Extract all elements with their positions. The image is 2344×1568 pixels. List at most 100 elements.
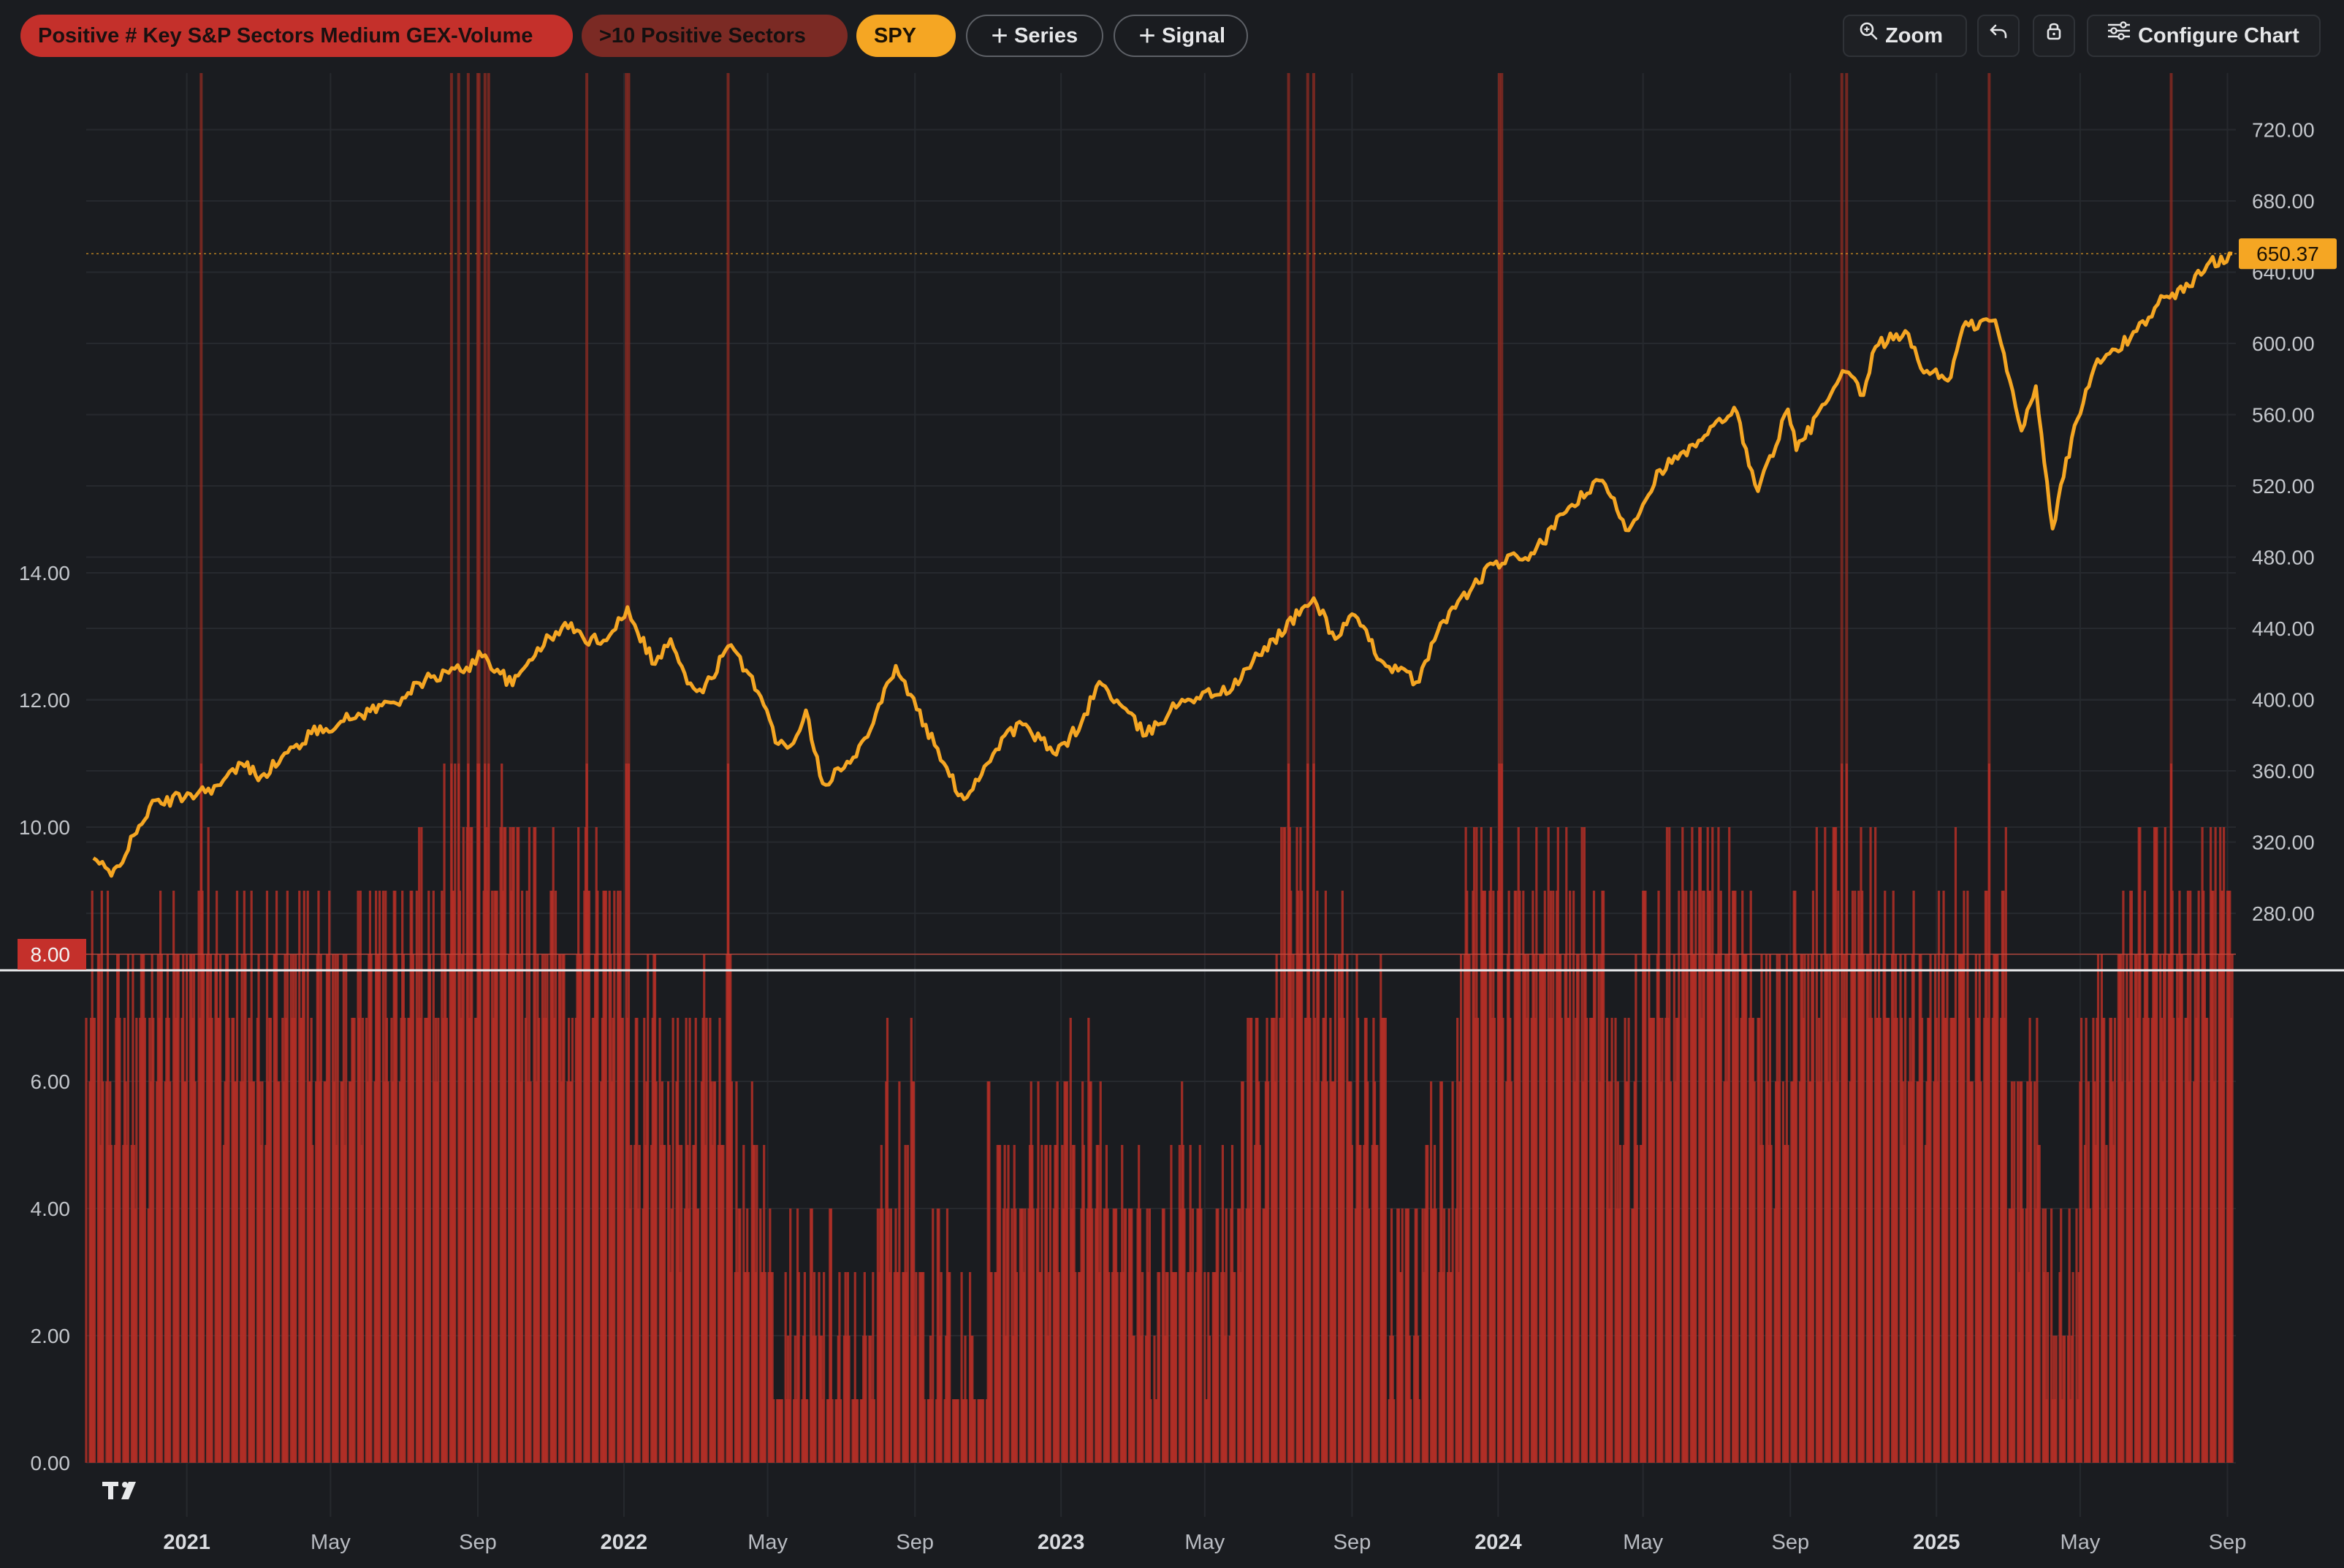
- lock-button[interactable]: [2033, 15, 2075, 57]
- signal-bar: [225, 954, 228, 1463]
- signal-bar: [1213, 1272, 1216, 1463]
- signal-bar: [1699, 827, 1702, 1463]
- signal-band: [585, 73, 589, 969]
- signal-bar: [1925, 1081, 1928, 1463]
- signal-bar: [1843, 954, 1846, 1463]
- signal-bar: [1447, 1209, 1450, 1463]
- signal-bar: [191, 1018, 194, 1463]
- signal-bar: [1584, 954, 1587, 1463]
- threshold-badge-bg: [18, 939, 86, 970]
- signal-bar: [167, 1018, 170, 1463]
- configure-chart-button[interactable]: Configure Chart: [2087, 15, 2321, 57]
- signal-series-pill[interactable]: Positive # Key S&P Sectors Medium GEX-Vo…: [20, 15, 573, 57]
- signal-bar: [943, 1399, 946, 1463]
- signal-bar: [165, 1018, 168, 1463]
- zoom-button[interactable]: Zoom: [1843, 15, 1967, 57]
- signal-bar: [1927, 1018, 1930, 1463]
- signal-bar: [100, 891, 103, 1463]
- signal-bar: [764, 1272, 766, 1463]
- signal-bar: [1718, 954, 1721, 1463]
- signal-bar: [2229, 891, 2231, 1463]
- signal-bar: [420, 827, 423, 1463]
- add-series-button[interactable]: + Series: [966, 15, 1103, 57]
- signal-bar: [1173, 1272, 1176, 1463]
- signal-bar: [160, 954, 163, 1463]
- signal-bar: [190, 954, 193, 1463]
- signal-bar: [1811, 954, 1814, 1463]
- signal-band: [1312, 73, 1315, 969]
- signal-bar: [1920, 1018, 1924, 1463]
- signal-band: [1287, 73, 1290, 969]
- axes: 280.00 320.00 360.00 400.00 440.00 480.00 520.…: [0, 119, 2344, 1554]
- signal-bar: [471, 827, 473, 1463]
- signal-bar: [444, 954, 447, 1463]
- signal-bar: [2161, 1081, 2164, 1463]
- signal-bar: [806, 1399, 809, 1463]
- signal-bar: [319, 1081, 321, 1463]
- signal-bar: [671, 1018, 674, 1463]
- signal-bar: [1669, 1081, 1672, 1463]
- signal-bar: [1144, 1336, 1148, 1463]
- configure-chart-label: Configure Chart: [2138, 24, 2299, 47]
- add-signal-label: Signal: [1162, 24, 1226, 47]
- signal-bar: [1602, 891, 1605, 1463]
- signal-bar: [793, 1399, 796, 1463]
- filter-pill[interactable]: >10 Positive Sectors: [582, 15, 848, 57]
- signal-bar: [2079, 1018, 2083, 1463]
- signal-bar: [98, 954, 101, 1463]
- signal-bar: [2134, 954, 2136, 1463]
- signal-bar: [1899, 954, 1902, 1463]
- signal-bar: [985, 1399, 989, 1463]
- signal-bar: [1480, 827, 1483, 1463]
- signal-bar: [175, 1018, 178, 1463]
- signal-bar: [819, 1336, 822, 1463]
- signal-bar: [1518, 891, 1521, 1463]
- signal-bar: [1834, 827, 1838, 1463]
- signal-bar: [602, 891, 605, 1463]
- signal-bar: [1777, 1081, 1780, 1463]
- signal-bar: [960, 1272, 963, 1463]
- signal-bar: [1365, 1018, 1368, 1463]
- signal-bar: [1425, 1145, 1428, 1463]
- symbol-pill[interactable]: SPY: [856, 15, 956, 57]
- signal-bar: [1046, 1336, 1049, 1463]
- add-signal-button[interactable]: + Signal: [1114, 15, 1248, 57]
- signal-bar: [696, 1209, 700, 1463]
- signal-bar: [533, 827, 536, 1463]
- signal-bar: [1516, 954, 1519, 1463]
- signal-bar: [89, 1018, 93, 1463]
- signal-bar: [1768, 954, 1772, 1463]
- signal-bar: [475, 1018, 478, 1463]
- signal-bar: [1785, 954, 1788, 1463]
- signal-bar: [1941, 954, 1944, 1463]
- signal-bar: [316, 954, 319, 1463]
- signal-bar: [1241, 1081, 1244, 1463]
- price-axis-label: 480.00: [2252, 547, 2315, 569]
- signal-bar: [1154, 1399, 1157, 1463]
- signal-bar: [1547, 827, 1550, 1463]
- signal-bar: [342, 954, 345, 1463]
- signal-bar: [1357, 1018, 1360, 1463]
- signal-bar: [425, 1018, 428, 1463]
- signal-bar: [1556, 827, 1559, 1463]
- signal-bar: [1082, 1145, 1085, 1463]
- time-axis-label: Sep: [1333, 1531, 1371, 1554]
- signal-bar: [1106, 1209, 1109, 1463]
- signal-bar: [1743, 954, 1746, 1463]
- signal-band: [1498, 73, 1502, 969]
- signal-bar: [842, 1336, 846, 1463]
- signal-bar: [1659, 1018, 1662, 1463]
- signal-bar: [947, 1272, 950, 1463]
- plus-icon: +: [991, 20, 1008, 52]
- signal-bar: [1322, 1018, 1325, 1463]
- signal-bar: [1472, 827, 1476, 1463]
- signal-bar: [495, 891, 498, 1463]
- signal-bar: [1062, 1209, 1065, 1463]
- signal-bar: [1523, 954, 1526, 1463]
- signal-bar: [1869, 827, 1872, 1463]
- undo-button[interactable]: [1977, 15, 2020, 57]
- signal-bar: [978, 1399, 981, 1463]
- signal-bar: [345, 954, 348, 1463]
- signal-bar: [1792, 891, 1795, 1463]
